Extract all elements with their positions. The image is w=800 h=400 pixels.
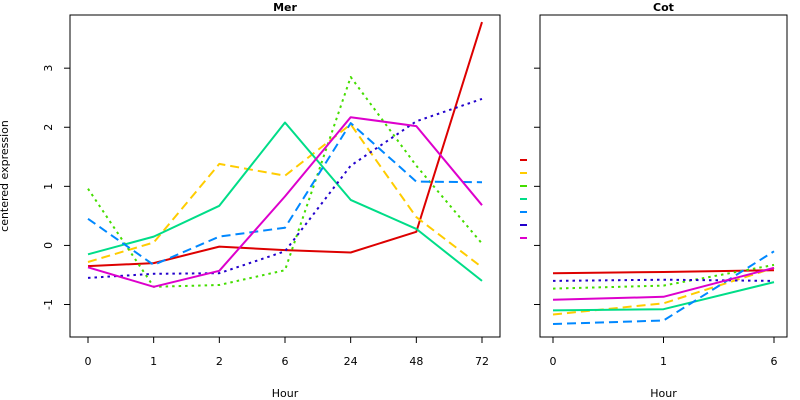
series-line-5: [87, 122, 483, 266]
series-line-1: [552, 269, 775, 275]
series-line-7: [552, 266, 775, 301]
y-axis-title: centered expression: [0, 120, 11, 232]
series-line-6: [552, 278, 775, 282]
series-line-5: [552, 250, 775, 325]
x-tick-label: 48: [409, 355, 423, 368]
series-line-3: [552, 263, 775, 290]
y-tick-label: 3: [42, 65, 55, 72]
y-tick-label: -1: [42, 299, 55, 310]
x-tick-label: 6: [282, 355, 289, 368]
series-line-7: [87, 116, 483, 288]
x-tick-label: 6: [771, 355, 778, 368]
x-tick-label: 2: [216, 355, 223, 368]
panel-title: Cot: [653, 1, 674, 14]
panel-title: Mer: [273, 1, 297, 14]
x-axis-title: Hour: [272, 387, 299, 400]
y-tick-label: 2: [42, 124, 55, 131]
x-tick-label: 24: [344, 355, 358, 368]
series-line-1: [87, 21, 483, 268]
x-tick-label: 72: [475, 355, 489, 368]
x-tick-label: 1: [150, 355, 157, 368]
series-line-6: [87, 97, 483, 279]
x-axis-title: Hour: [650, 387, 677, 400]
x-tick-label: 0: [85, 355, 92, 368]
plot-frame: [69, 14, 501, 338]
y-tick-label: 1: [42, 183, 55, 190]
series-line-4: [552, 281, 775, 312]
x-tick-label: 1: [660, 355, 667, 368]
series-line-2: [87, 123, 483, 269]
y-tick-label: 0: [42, 242, 55, 249]
panel-cot: Cot 0 1 6 Hour: [520, 1, 788, 400]
x-tick-label: 0: [550, 355, 557, 368]
panel-mer: Mer 0 1 2 6 24 48 72 Hour -1 0 1 2 3 centered expressi…: [0, 1, 501, 400]
series-line-4: [87, 121, 483, 282]
